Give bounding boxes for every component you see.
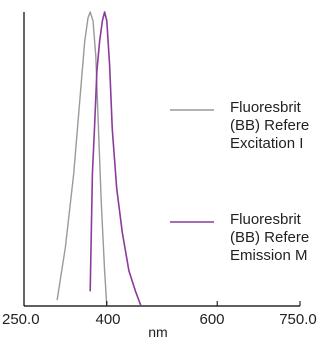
series-layer: [56, 11, 142, 307]
excitation-series-line: [56, 11, 108, 307]
legend-label-excitation: (BB) Refere: [230, 117, 309, 134]
emission-series-line: [89, 11, 142, 307]
x-tick-label: 750.0: [279, 311, 317, 328]
legend-label-emission: Emission M: [230, 247, 308, 264]
x-tick-layer: 250.0 400 600 750.0: [2, 301, 317, 328]
x-tick-label: 250.0: [2, 311, 40, 328]
x-tick-label: 600: [199, 311, 224, 328]
x-axis-label: nm: [148, 324, 167, 340]
legend-label-excitation: Excitation I: [230, 135, 303, 152]
legend-label-emission: Fluoresbrit: [230, 211, 302, 228]
legend-label-emission: (BB) Refere: [230, 229, 309, 246]
legend-label-excitation: Fluoresbrit: [230, 99, 302, 116]
x-tick-label: 400: [95, 311, 120, 328]
